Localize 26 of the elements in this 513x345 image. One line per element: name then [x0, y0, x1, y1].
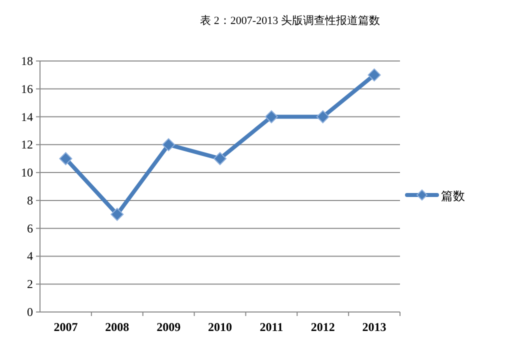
point — [264, 110, 278, 124]
x-tick-label: 2010 — [208, 320, 232, 334]
y-tick-label: 6 — [27, 221, 33, 236]
point — [368, 68, 381, 82]
x-tick-label: 2013 — [362, 320, 386, 334]
point — [214, 152, 226, 166]
y-tick-label: 16 — [21, 82, 33, 96]
x-tick-label: 2011 — [260, 320, 284, 334]
y-tick-label: 2 — [27, 277, 33, 292]
x-tick-label: 2009 — [156, 320, 181, 334]
y-tick-label: 18 — [21, 54, 33, 68]
point — [162, 138, 176, 152]
y-tick-label: 14 — [21, 110, 33, 124]
x-tick-label: 2008 — [105, 320, 130, 334]
y-tick-label: 12 — [21, 138, 33, 152]
x-tick-label: 2012 — [310, 320, 335, 334]
x-tick-label: 2007 — [54, 320, 78, 334]
legend-label: 篇数 — [441, 189, 465, 203]
point — [59, 152, 72, 166]
y-tick-label: 10 — [21, 166, 33, 180]
y-tick-label: 0 — [27, 305, 33, 319]
chart-title: 表 2：2007-2013 头版调查性报道篇数 — [200, 14, 380, 27]
y-tick-label: 8 — [27, 193, 33, 208]
y-tick-label: 4 — [27, 249, 33, 264]
point — [316, 110, 330, 124]
point — [110, 208, 124, 221]
